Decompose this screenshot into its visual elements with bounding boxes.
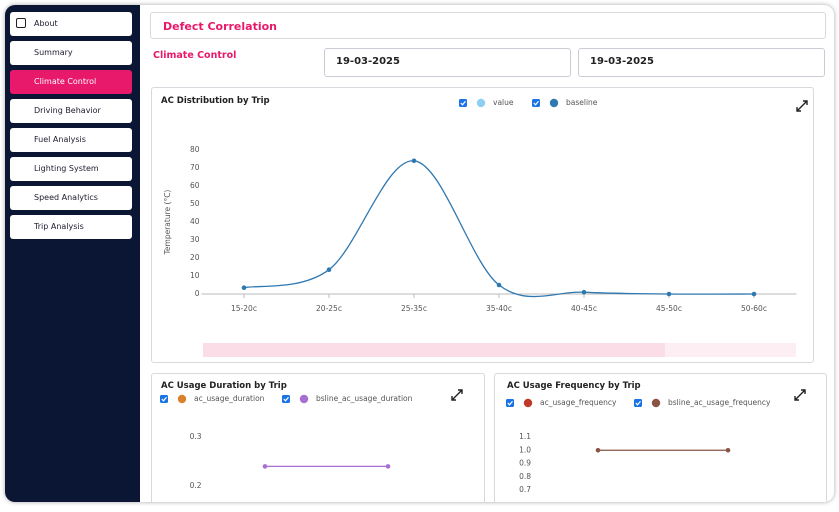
date-input[interactable]: 19-03-2025	[324, 48, 571, 77]
legend-swatch	[177, 394, 187, 404]
y-tick-label: 0.3	[190, 432, 202, 441]
y-tick-label: 0.9	[519, 459, 531, 468]
legend-check	[635, 400, 641, 406]
legend-label: bsline_ac_usage_duration	[316, 394, 413, 403]
legend-checkbox[interactable]	[634, 399, 642, 407]
sidebar: About Summary Climate Control Driving Behav…	[5, 5, 140, 502]
legend-check	[507, 400, 513, 406]
series-line	[243, 160, 755, 298]
x-tick-label: 25-35c	[401, 304, 427, 313]
legend-swatch	[549, 98, 559, 108]
y-tick-label: 0.2	[190, 481, 202, 490]
chart-title: AC Usage Duration by Trip	[161, 381, 287, 391]
date-input[interactable]: 19-03-2025	[578, 48, 825, 77]
data-point	[666, 291, 672, 297]
x-tick-label: 40-45c	[571, 304, 597, 313]
y-tick-label: 10	[190, 271, 200, 280]
legend-swatch	[651, 398, 661, 408]
page-title: Defect Correlation	[163, 20, 277, 33]
data-point	[326, 267, 332, 273]
legend-label: ac_usage_frequency	[540, 398, 617, 407]
nav-button[interactable]: Climate Control	[10, 70, 132, 94]
y-tick-label: 1.0	[519, 445, 531, 454]
chart-panel: AC Usage Frequency by Trip	[494, 373, 827, 502]
legend-check	[533, 100, 539, 106]
chart-title: AC Distribution by Trip	[161, 96, 270, 106]
legend-label: ac_usage_duration	[194, 394, 265, 403]
legend-check	[460, 100, 466, 106]
legend-check	[283, 396, 289, 402]
nav-button[interactable]: About	[10, 12, 132, 36]
expand-icon[interactable]	[451, 100, 808, 401]
legend-checkbox[interactable]	[506, 399, 514, 407]
data-point	[595, 447, 601, 453]
data-point	[751, 291, 757, 297]
legend-label: baseline	[566, 98, 598, 107]
y-tick-label: 0.7	[519, 485, 531, 494]
nav-button[interactable]: Lighting System	[10, 157, 132, 181]
nav-button[interactable]: Trip Analysis	[10, 215, 132, 239]
y-tick-label: 70	[190, 163, 200, 172]
nav-button[interactable]: Driving Behavior	[10, 99, 132, 123]
data-point	[241, 285, 247, 291]
y-tick-label: 50	[190, 199, 200, 208]
legend-label: value	[493, 98, 514, 107]
nav-button[interactable]: Fuel Analysis	[10, 128, 132, 152]
y-tick-label: 1.1	[519, 432, 531, 441]
x-tick-label: 45-50c	[656, 304, 682, 313]
legend-swatch	[523, 398, 533, 408]
data-point	[496, 282, 502, 288]
user-icon	[16, 18, 26, 28]
y-tick-label: 80	[190, 145, 200, 154]
legend-checkbox[interactable]	[160, 395, 168, 403]
legend-swatch	[299, 394, 309, 404]
legend-checkbox[interactable]	[282, 395, 290, 403]
x-tick-label: 35-40c	[486, 304, 512, 313]
data-point	[262, 464, 268, 469]
y-tick-label: 40	[190, 217, 200, 226]
header-bar: Defect Correlation	[150, 12, 826, 39]
chart-panel: AC Distribution by Trip	[151, 87, 814, 363]
section-label: Climate Control	[153, 50, 237, 61]
y-tick-label: 0	[195, 289, 200, 298]
y-axis-label: Temperature (°C)	[163, 190, 172, 256]
chart-layer: 0 10 20 30 40 50 60 70 80 Temperature (°C) 15-20c 2…	[160, 98, 808, 494]
x-tick-label: 50-60c	[741, 304, 767, 313]
nav-button[interactable]: Summary	[10, 41, 132, 65]
y-tick-label: 30	[190, 235, 200, 244]
nav-button[interactable]: Speed Analytics	[10, 186, 132, 210]
data-point	[581, 289, 587, 295]
data-point	[385, 464, 391, 469]
y-tick-label: 0.8	[519, 472, 531, 481]
chart-title: AC Usage Frequency by Trip	[507, 381, 641, 391]
legend-checkbox[interactable]	[532, 99, 540, 107]
data-point	[725, 447, 731, 453]
legend-check	[161, 396, 167, 402]
legend-swatch	[476, 98, 486, 108]
y-tick-label: 60	[190, 181, 200, 190]
x-tick-label: 20-25c	[316, 304, 342, 313]
data-point	[411, 158, 417, 164]
zoom-window[interactable]	[203, 343, 665, 357]
chart-panel: AC Usage Duration by Trip	[151, 373, 485, 502]
y-tick-label: 20	[190, 253, 200, 262]
app-window: About Summary Climate Control Driving Behav…	[5, 5, 834, 502]
legend-checkbox[interactable]	[459, 99, 467, 107]
legend-label: bsline_ac_usage_frequency	[668, 398, 771, 407]
x-tick-label: 15-20c	[231, 304, 257, 313]
